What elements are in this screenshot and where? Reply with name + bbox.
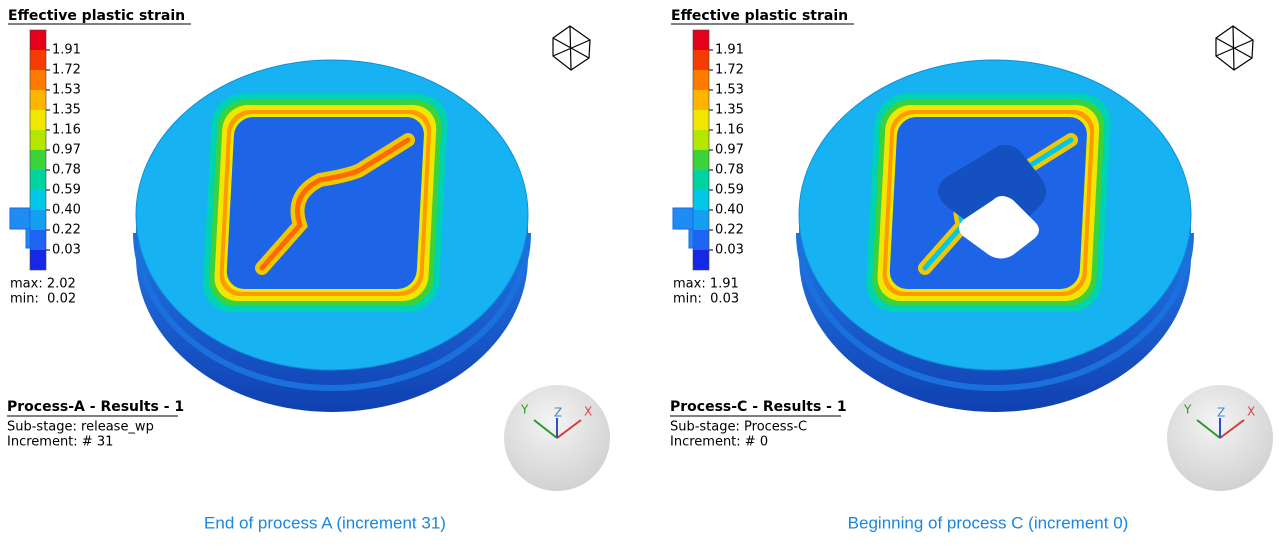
increment: Increment: # 31 — [7, 435, 113, 450]
legend-title: Effective plastic strain — [671, 8, 848, 24]
z-axis-label: Z — [1217, 406, 1225, 420]
scale-label: 0.59 — [715, 183, 744, 198]
scale-label: 1.72 — [52, 63, 81, 78]
histogram-bar — [672, 207, 694, 230]
result-panel: Effective plastic strain 1.91 1.72 1.53 1.35… — [7, 8, 610, 532]
x-axis-label: X — [1247, 405, 1255, 419]
color-bar-segment — [693, 70, 709, 90]
scale-label: 0.40 — [715, 203, 744, 218]
color-bar-segment — [693, 250, 709, 270]
scale-label: 0.03 — [52, 243, 81, 258]
y-axis — [533, 419, 558, 439]
color-bar-segment — [693, 150, 709, 170]
scale-label: 0.40 — [52, 203, 81, 218]
process-title: Process-C - Results - 1 — [670, 399, 847, 415]
view-cube — [552, 25, 591, 71]
color-bar-segment — [30, 70, 46, 90]
caption: End of process A (increment 31) — [204, 513, 446, 532]
x-axis — [1219, 419, 1245, 439]
x-axis-label: X — [584, 405, 592, 419]
color-bar-segment — [693, 190, 709, 210]
sub-stage: Sub-stage: release_wp — [7, 420, 154, 435]
scale-label: 0.03 — [715, 243, 744, 258]
scale-label: 1.35 — [52, 103, 81, 118]
color-bar-segment — [693, 130, 709, 150]
max-label: max: 1.91 — [673, 277, 739, 292]
color-bar-segment — [30, 30, 46, 50]
color-bar-segment — [30, 130, 46, 150]
scale-label: 0.59 — [52, 183, 81, 198]
y-axis-label: Y — [520, 403, 529, 417]
color-bar-segment — [693, 90, 709, 110]
scale-label: 0.97 — [715, 143, 744, 158]
color-bar-segment — [30, 90, 46, 110]
scale-label: 0.78 — [715, 163, 744, 178]
color-bar-segment — [693, 230, 709, 250]
hole — [959, 196, 1039, 259]
color-bar-segment — [30, 170, 46, 190]
scale-label: 1.53 — [52, 83, 81, 98]
color-bar-segment — [30, 190, 46, 210]
scale-label: 0.22 — [52, 223, 81, 238]
color-bar-segment — [30, 250, 46, 270]
y-axis — [1196, 419, 1221, 439]
sub-stage: Sub-stage: Process-C — [670, 420, 807, 435]
color-bar-segment — [30, 50, 46, 70]
color-bar-segment — [30, 110, 46, 130]
color-bar-segment — [693, 50, 709, 70]
color-bar-segment — [693, 110, 709, 130]
histogram-bar — [9, 207, 31, 230]
scale-label: 1.16 — [52, 123, 81, 138]
min-label: min: 0.03 — [673, 292, 739, 307]
color-bar-segment — [693, 30, 709, 50]
min-label: min: 0.02 — [10, 292, 76, 307]
scale-label: 1.35 — [715, 103, 744, 118]
scale-label: 1.53 — [715, 83, 744, 98]
x-axis — [556, 419, 582, 439]
result-panel: Effective plastic strain 1.91 1.72 1.53 1.35… — [670, 8, 1273, 532]
color-bar-segment — [30, 210, 46, 230]
color-bar-segment — [693, 210, 709, 230]
scale-label: 1.91 — [715, 43, 744, 58]
color-bar-segment — [30, 230, 46, 250]
scale-label: 1.91 — [52, 43, 81, 58]
color-bar-segment — [30, 150, 46, 170]
disk-band — [133, 232, 531, 391]
histogram-bar — [688, 228, 694, 249]
z-axis-label: Z — [554, 406, 562, 420]
scale-label: 1.16 — [715, 123, 744, 138]
caption: Beginning of process C (increment 0) — [848, 513, 1129, 532]
scale-label: 0.97 — [52, 143, 81, 158]
scale-label: 0.22 — [715, 223, 744, 238]
scale-label: 0.78 — [52, 163, 81, 178]
process-title: Process-A - Results - 1 — [7, 399, 184, 415]
divider-core — [259, 137, 411, 271]
max-label: max: 2.02 — [10, 277, 76, 292]
increment: Increment: # 0 — [670, 435, 768, 450]
view-cube — [1215, 25, 1254, 71]
legend-title: Effective plastic strain — [8, 8, 185, 24]
scale-label: 1.72 — [715, 63, 744, 78]
disk-band — [796, 232, 1194, 391]
y-axis-label: Y — [1183, 403, 1192, 417]
color-bar-segment — [693, 170, 709, 190]
histogram-bar — [25, 228, 31, 249]
